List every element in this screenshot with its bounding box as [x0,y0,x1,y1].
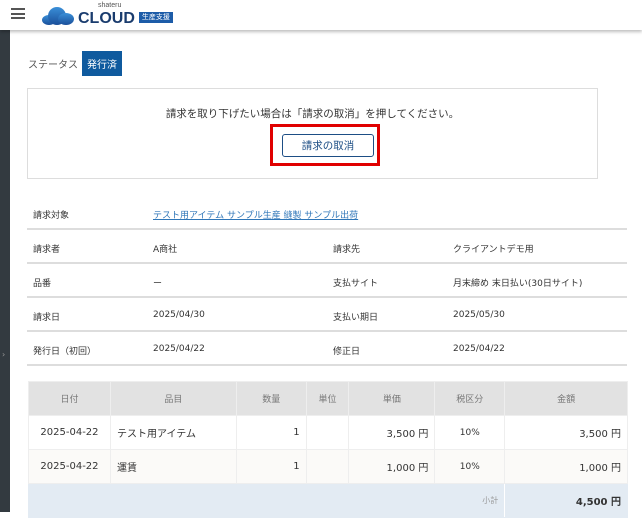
cell-item: 運賃 [109,449,237,484]
column-header: 税区分 [434,381,506,416]
hamburger-menu-icon[interactable] [11,8,25,19]
info-value: 2025/05/30 [453,310,505,320]
cell-item: テスト用アイテム [109,415,237,450]
info-row: 請求日 2025/04/30 支払い期日 2025/05/30 [27,298,627,332]
app-header: shateru CLOUD 生産支援 [0,0,642,30]
line-items-table: 日付 品目 数量 単位 単価 税区分 金額 2025-04-22 テスト用アイテ… [27,381,628,518]
cancel-message: 請求を取り下げたい場合は「請求の取消」を押してください。 [165,108,460,120]
cancel-invoice-button[interactable]: 請求の取消 [282,134,374,157]
cell-price: 3,500 円 [348,415,436,450]
info-value: ー [153,279,163,289]
cloud-logo-icon [42,7,74,25]
highlight-box [270,124,380,166]
info-value: A商社 [153,245,178,255]
table-row: 2025-04-22 テスト用アイテム 1 3,500 円 10% 3,500 … [28,415,628,450]
column-header: 金額 [504,381,628,416]
info-value: 2025/04/30 [153,310,205,320]
logo-subtext: shateru [98,2,122,9]
info-label: 支払サイト [333,279,379,289]
subtotal-row: 小計 4,500 円 [27,483,628,518]
sidebar-collapsed[interactable]: › [0,30,10,512]
info-label: 支払い期日 [333,313,379,323]
status-section: ステータス 発行済 [28,51,122,76]
cell-price: 1,000 円 [348,449,436,484]
column-header: 日付 [28,381,111,416]
invoice-info: 請求対象 テスト用アイテム サンプル生産 縫製 サンプル出荷 請求者 A商社 請求先… [27,196,627,366]
logo-badge: 生産支援 [138,12,173,23]
target-link[interactable]: テスト用アイテム サンプル生産 縫製 サンプル出荷 [153,211,359,221]
cell-tax: 10% [434,449,506,484]
info-label: 請求先 [333,245,361,255]
target-label: 請求対象 [33,211,70,221]
cell-unit [305,415,350,450]
info-row-target: 請求対象 テスト用アイテム サンプル生産 縫製 サンプル出荷 [27,196,627,230]
subtotal-label: 小計 [27,483,506,518]
logo-text: CLOUD [78,10,135,27]
cell-amount: 3,500 円 [504,415,628,450]
info-label: 請求日 [33,313,61,323]
info-row: 発行日（初回） 2025/04/22 修正日 2025/04/22 [27,332,627,366]
column-header: 品目 [109,381,237,416]
info-label: 請求者 [33,245,61,255]
info-value: 2025/04/22 [153,344,205,354]
cell-date: 2025-04-22 [28,449,111,484]
table-header-row: 日付 品目 数量 単位 単価 税区分 金額 [28,381,628,416]
cell-amount: 1,000 円 [504,449,628,484]
info-value: 2025/04/22 [453,344,505,354]
info-label: 品番 [33,279,52,289]
cell-unit [305,449,350,484]
cell-qty: 1 [235,415,307,450]
subtotal-value: 4,500 円 [504,483,628,518]
table-row: 2025-04-22 運賃 1 1,000 円 10% 1,000 円 [28,449,628,484]
info-value: クライアントデモ用 [453,245,534,255]
info-row: 請求者 A商社 請求先 クライアントデモ用 [27,230,627,264]
chevron-right-icon[interactable]: › [2,350,6,359]
cell-tax: 10% [434,415,506,450]
cancel-panel: 請求を取り下げたい場合は「請求の取消」を押してください。 請求の取消 [27,88,598,179]
column-header: 単位 [305,381,350,416]
info-label: 修正日 [333,347,361,357]
status-label: ステータス [28,60,78,71]
status-badge: 発行済 [82,51,122,76]
column-header: 単価 [348,381,436,416]
info-value: 月末締め 末日払い(30日サイト) [453,279,583,289]
logo[interactable]: shateru CLOUD 生産支援 [42,1,173,27]
cell-qty: 1 [235,449,307,484]
cell-date: 2025-04-22 [28,415,111,450]
column-header: 数量 [235,381,307,416]
info-row: 品番 ー 支払サイト 月末締め 末日払い(30日サイト) [27,264,627,298]
info-label: 発行日（初回） [33,347,97,357]
